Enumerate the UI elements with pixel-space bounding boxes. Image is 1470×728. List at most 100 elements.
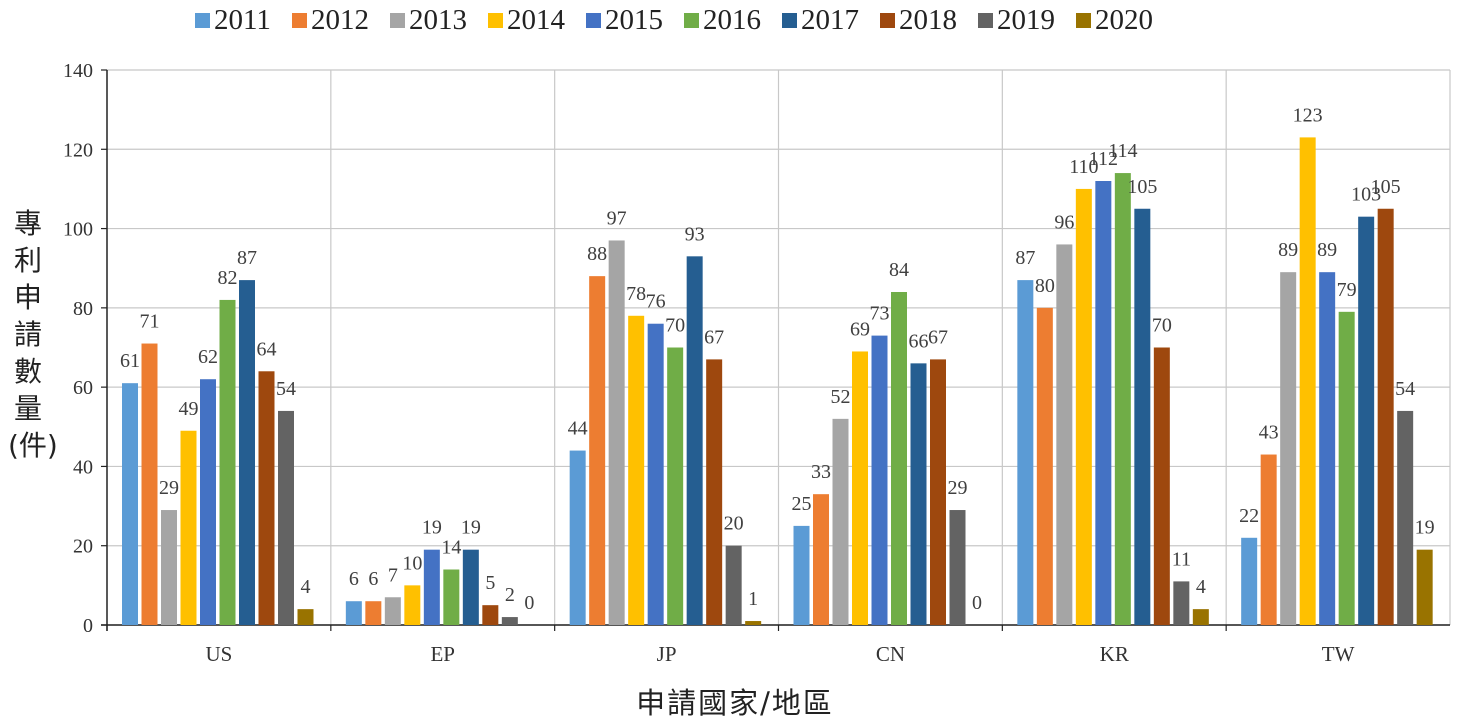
data-label: 67: [704, 326, 724, 348]
data-label: 80: [1035, 275, 1055, 297]
legend-label: 2014: [506, 4, 565, 36]
data-label: 22: [1239, 505, 1259, 527]
data-label: 82: [218, 267, 238, 289]
data-label: 0: [972, 592, 982, 614]
legend-item-2014: 2014: [487, 4, 565, 37]
data-label: 54: [276, 378, 296, 400]
bar-2014-JP: [628, 315, 645, 625]
bar-2012-KR: [1036, 307, 1053, 625]
x-tick-label: US: [205, 642, 232, 666]
y-tick-label: 20: [73, 536, 93, 558]
data-label: 110: [1069, 156, 1098, 178]
data-label: 14: [441, 537, 461, 559]
bar-2012-EP: [365, 601, 382, 625]
bar-2015-EP: [423, 549, 440, 625]
bar-2013-TW: [1280, 272, 1297, 625]
bar-2017-TW: [1358, 216, 1375, 625]
bar-2016-CN: [891, 292, 907, 625]
data-label: 112: [1089, 148, 1118, 170]
bar-2012-JP: [589, 276, 606, 625]
bar-2016-TW: [1338, 311, 1355, 625]
data-label: 25: [792, 493, 812, 515]
y-tick-label: 0: [83, 615, 93, 637]
legend-item-2020: 2020: [1075, 4, 1153, 37]
legend-item-2019: 2019: [977, 4, 1055, 37]
data-label: 67: [928, 326, 948, 348]
x-tick-label: JP: [657, 642, 677, 666]
bar-2012-CN: [813, 494, 829, 625]
data-label: 43: [1259, 422, 1279, 444]
bar-2018-TW: [1377, 208, 1394, 625]
legend-swatch: [1075, 13, 1091, 28]
bar-2016-KR: [1114, 173, 1131, 626]
legend-item-2017: 2017: [781, 4, 859, 37]
bar-2011-CN: [793, 525, 810, 625]
bar-2013-KR: [1056, 244, 1073, 625]
bar-2018-US: [258, 371, 275, 625]
y-tick-label: 60: [73, 377, 93, 399]
bar-2015-US: [200, 379, 216, 625]
data-label: 89: [1278, 239, 1298, 261]
bar-2018-EP: [482, 605, 499, 625]
bar-2011-KR: [1017, 280, 1034, 625]
legend-item-2015: 2015: [585, 4, 663, 37]
data-label: 10: [402, 552, 422, 574]
legend: 2011 2012 2013 2014 2015 2016 2017 2018 2019 2020: [195, 4, 1174, 37]
data-label: 4: [1196, 576, 1206, 598]
bar-2012-TW: [1260, 454, 1277, 625]
bar-2017-EP: [462, 549, 479, 625]
y-tick-label: 40: [73, 456, 93, 478]
bar-2019-JP: [725, 545, 742, 625]
legend-item-2016: 2016: [683, 4, 761, 37]
x-tick-label: TW: [1322, 642, 1355, 666]
bar-2017-JP: [686, 256, 703, 625]
bar-2014-CN: [852, 351, 868, 625]
data-label: 64: [257, 338, 277, 360]
legend-swatch: [389, 13, 405, 28]
data-label: 52: [831, 386, 851, 408]
data-label: 78: [626, 283, 646, 305]
data-label: 69: [850, 318, 870, 340]
legend-label: 2017: [800, 4, 859, 36]
legend-swatch: [977, 13, 993, 28]
x-tick-label: KR: [1100, 642, 1129, 666]
legend-item-2011: 2011: [195, 4, 271, 37]
data-label: 62: [198, 346, 218, 368]
bar-2016-EP: [443, 569, 460, 625]
data-label: 6: [349, 568, 359, 590]
bar-2014-KR: [1075, 188, 1092, 625]
legend-swatch: [781, 13, 797, 28]
bar-2013-US: [161, 510, 177, 625]
data-label: 105: [1127, 176, 1157, 198]
data-label: 7: [388, 564, 398, 586]
bar-2020-US: [297, 609, 314, 625]
legend-swatch: [879, 13, 895, 28]
legend-item-2018: 2018: [879, 4, 957, 37]
bar-2017-US: [239, 280, 255, 625]
data-label: 11: [1172, 548, 1191, 570]
legend-label: 2016: [702, 4, 761, 36]
bar-2019-EP: [501, 617, 518, 625]
legend-label: 2015: [604, 4, 663, 36]
bar-2013-CN: [832, 418, 849, 625]
bar-2014-US: [180, 430, 197, 625]
bar-2016-US: [219, 299, 236, 625]
bar-2020-KR: [1192, 609, 1209, 625]
data-label: 97: [607, 207, 627, 229]
bar-2011-TW: [1241, 537, 1258, 625]
legend-label: 2019: [996, 4, 1055, 36]
bar-2011-US: [122, 383, 138, 625]
bar-2018-CN: [930, 359, 946, 625]
y-tick-label: 100: [63, 219, 93, 241]
legend-label: 2011: [214, 4, 271, 36]
x-axis-title: 申請國家/地區: [636, 686, 834, 720]
data-label: 5: [485, 572, 495, 594]
bar-2018-JP: [706, 359, 723, 625]
data-label: 73: [870, 303, 890, 325]
data-label: 70: [1152, 315, 1172, 337]
x-tick-label: CN: [876, 642, 905, 666]
bar-2019-CN: [949, 510, 966, 625]
legend-swatch: [195, 13, 210, 28]
legend-swatch: [291, 13, 307, 28]
